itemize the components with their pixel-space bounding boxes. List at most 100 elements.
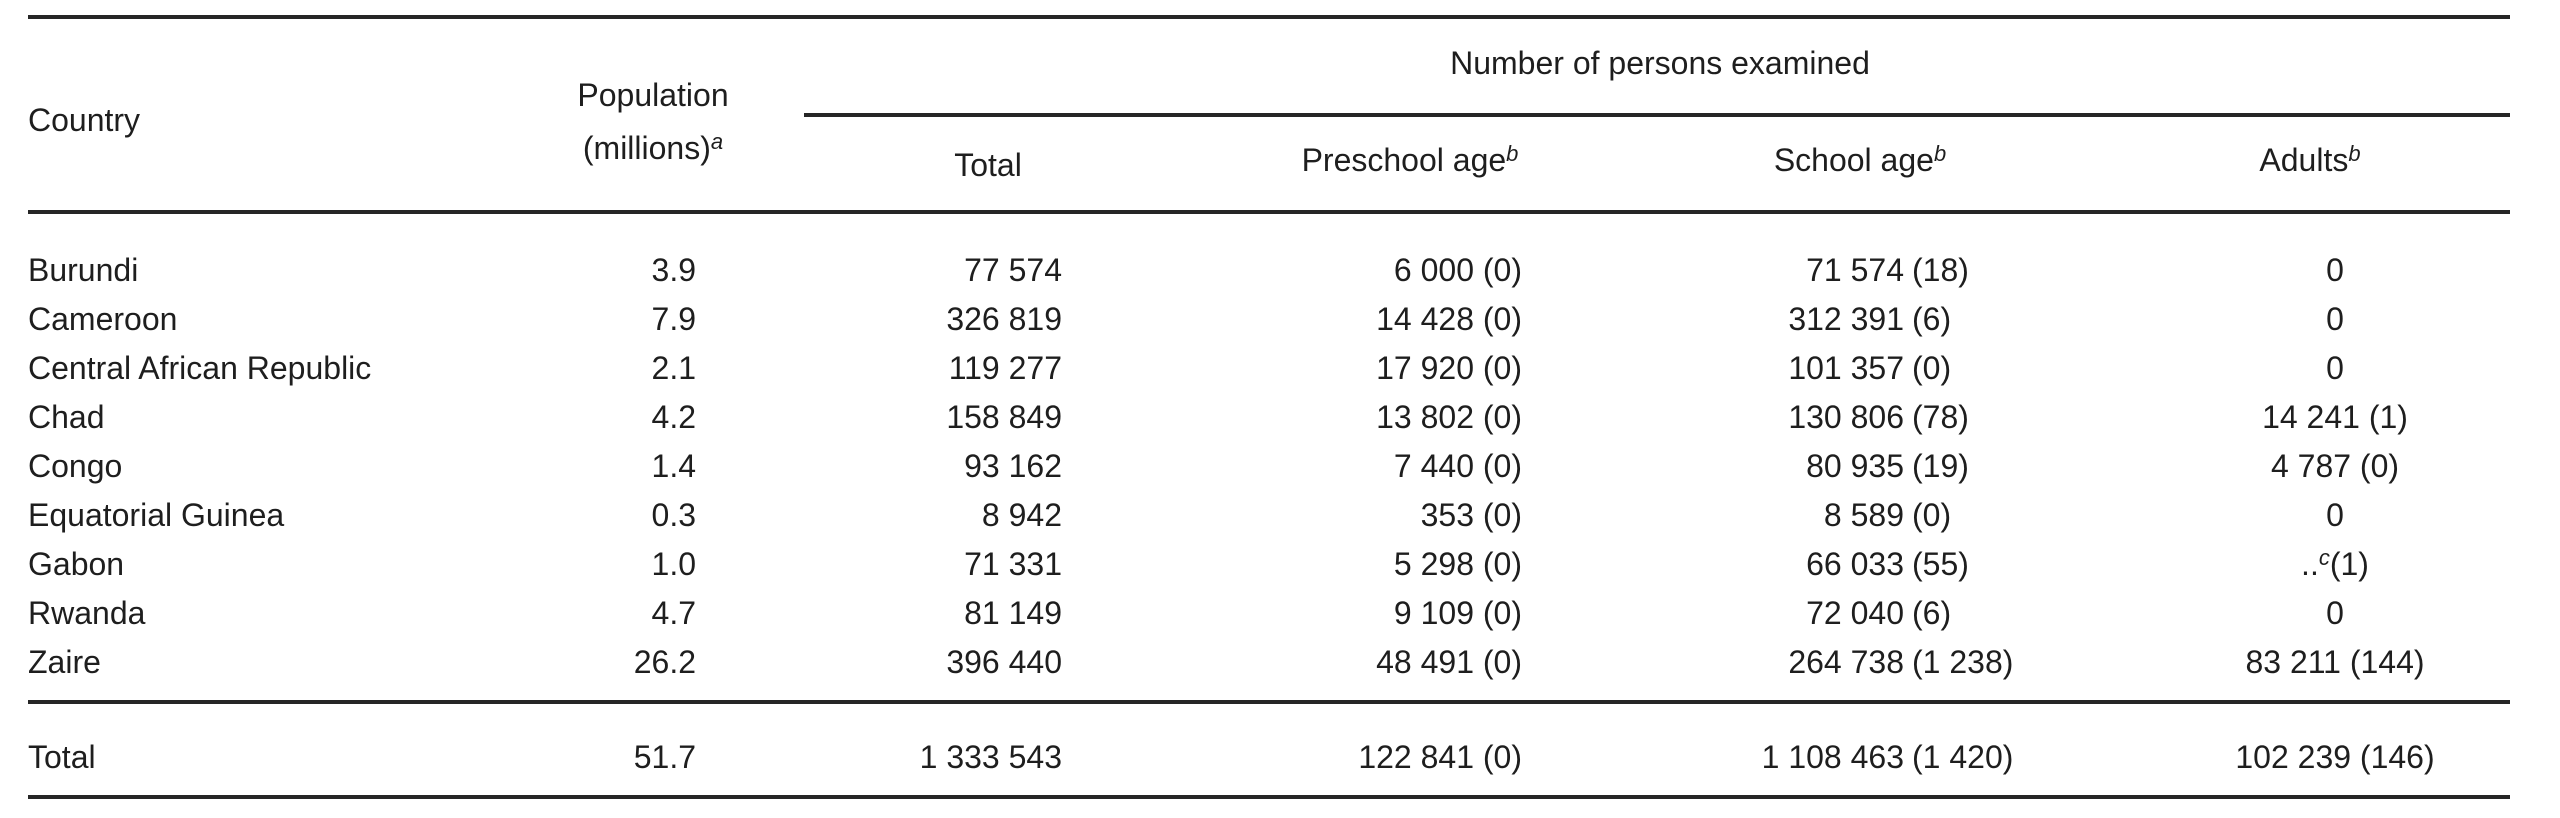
cell-preschool: 13 802 (0) [1376,399,1522,435]
header-adults-label: Adults [2259,142,2349,178]
cell-total: 81 149 [964,595,1062,631]
cell-school-positive: (0) [1912,497,1952,533]
cell-preschool: 6 000 (0) [1393,252,1522,288]
adults-value: 14 241 (1) [2262,399,2408,435]
cell-school-count: 130 806 [1788,399,1904,435]
cell-preschool: 9 109 (0) [1393,595,1522,631]
cell-school-positive: (19) [1912,448,1969,484]
header-school: School ageb [1720,140,2000,180]
cell-school-count: 8 589 [1823,497,1904,533]
cell-school-count: 312 391 [1788,301,1904,337]
cell-adults: 0 [2185,348,2485,388]
cell-school-count: 80 935 [1806,448,1904,484]
cell-population: 4.7 [651,595,696,631]
header-school-label: School age [1773,142,1934,178]
cell-country: Total [28,739,96,775]
adults-value: 0 [2326,595,2344,631]
cell-school-count: 72 040 [1806,595,1904,631]
cell-preschool: 7 440 (0) [1393,448,1522,484]
cell-preschool: 17 920 (0) [1376,350,1522,386]
cell-school-count: 1 108 463 [1761,739,1904,775]
footnote-marker: b [1506,141,1519,166]
footnote-marker: c [2318,545,2330,570]
cell-total: 396 440 [946,644,1062,680]
cell-country: Burundi [28,252,139,288]
cell-country: Cameroon [28,301,178,337]
cell-country: Equatorial Guinea [28,497,285,533]
cell-total: 119 277 [948,350,1062,386]
footnote-marker: b [2348,141,2361,166]
cell-population: 26.2 [633,644,696,680]
cell-preschool: 48 491 (0) [1376,644,1522,680]
cell-adults: 0 [2185,593,2485,633]
adults-value: 102 239 (146) [2235,739,2435,775]
cell-country: Congo [28,448,123,484]
cell-school-positive: (1 420) [1912,739,2014,775]
cell-preschool: 353 (0) [1420,497,1522,533]
cell-total: 158 849 [946,399,1062,435]
footnote-marker: b [1933,141,1947,166]
header-population-line1: Population [577,77,729,113]
cell-adults: 83 211 (144) [2185,642,2485,682]
cell-population: 0.3 [651,497,696,533]
cell-school-positive: (78) [1912,399,1969,435]
cell-population: 1.0 [651,546,696,582]
totals-top-rule [28,700,2510,704]
cell-country: Rwanda [28,595,146,631]
header-population: Population [553,75,753,115]
adults-positive: (1) [2329,546,2369,582]
header-population-units: (millions)a [553,128,753,168]
cell-adults: 0 [2185,250,2485,290]
cell-population: 7.9 [651,301,696,337]
adults-value: .. [2301,546,2319,582]
header-total: Total [954,147,1022,183]
cell-school-positive: (6) [1912,595,1952,631]
group-header-rule [804,113,2510,117]
adults-value: 0 [2326,252,2344,288]
cell-country: Central African Republic [28,350,372,386]
cell-adults: 0 [2185,299,2485,339]
cell-adults: 14 241 (1) [2185,397,2485,437]
cell-preschool: 14 428 (0) [1376,301,1522,337]
cell-total: 71 331 [964,546,1062,582]
footnote-marker: a [710,129,724,154]
header-preschool: Preschool ageb [1250,140,1570,180]
cell-total: 1 333 543 [919,739,1062,775]
cell-school-positive: (6) [1912,301,1952,337]
header-group: Number of persons examined [1450,45,1870,81]
header-preschool-label: Preschool age [1301,142,1507,178]
cell-adults: ..c(1) [2185,544,2485,584]
cell-adults: 102 239 (146) [2185,737,2485,777]
cell-school-count: 66 033 [1806,546,1904,582]
top-rule [28,15,2510,19]
cell-total: 93 162 [964,448,1062,484]
header-adults: Adultsb [2210,140,2410,180]
cell-adults: 4 787 (0) [2185,446,2485,486]
header-country: Country [28,102,141,138]
header-population-line2: (millions) [582,130,711,166]
cell-preschool: 5 298 (0) [1393,546,1522,582]
cell-school-count: 101 357 [1788,350,1904,386]
adults-value: 0 [2326,497,2344,533]
cell-adults: 0 [2185,495,2485,535]
adults-value: 4 787 (0) [2270,448,2400,484]
adults-value: 83 211 (144) [2245,644,2425,680]
cell-country: Chad [28,399,105,435]
bottom-rule [28,795,2510,799]
cell-school-count: 71 574 [1806,252,1904,288]
cell-population: 3.9 [651,252,696,288]
adults-value: 0 [2326,350,2344,386]
cell-population: 51.7 [633,739,696,775]
cell-school-positive: (1 238) [1912,644,2014,680]
header-bottom-rule [28,210,2510,214]
cell-country: Gabon [28,546,125,582]
cell-total: 8 942 [981,497,1062,533]
cell-school-positive: (55) [1912,546,1969,582]
cell-country: Zaire [28,644,101,680]
cell-total: 77 574 [964,252,1062,288]
cell-total: 326 819 [946,301,1062,337]
cell-population: 2.1 [651,350,696,386]
adults-value: 0 [2326,301,2344,337]
cell-school-positive: (18) [1912,252,1969,288]
cell-preschool: 122 841 (0) [1358,739,1522,775]
